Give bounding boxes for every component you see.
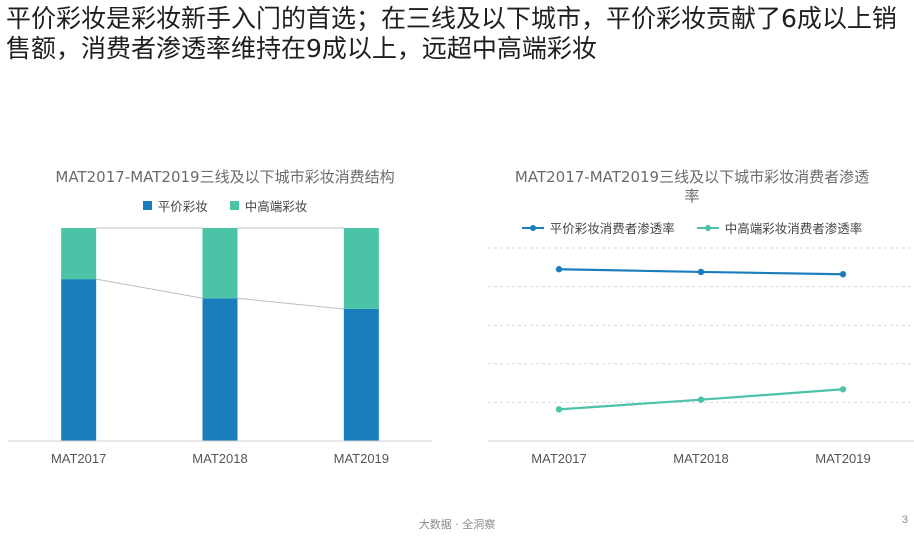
- x-tick-label: MAT2017: [51, 451, 106, 466]
- x-tick-label: MAT2018: [192, 451, 247, 466]
- legend-swatch-green: [229, 201, 239, 210]
- chart-title: MAT2017-MAT2019三线及以下城市彩妆消费结构: [55, 168, 395, 186]
- penetration-rate-chart: MAT2017-MAT2019三线及以下城市彩妆消费者渗透率 平价彩妆消费者渗透…: [470, 150, 914, 480]
- legend-label: 中高端彩妆消费者渗透率: [724, 221, 863, 236]
- legend-swatch-blue: [142, 201, 152, 210]
- bar-mass-MAT2018: [202, 298, 238, 441]
- consumption-structure-chart: MAT2017-MAT2019三线及以下城市彩妆消费结构 平价彩妆 中高端彩妆 …: [0, 150, 450, 480]
- data-point-premium-MAT2018: [697, 396, 705, 403]
- chart-legend: 平价彩妆消费者渗透率 中高端彩妆消费者渗透率: [470, 218, 914, 237]
- legend-item-premium: 中高端彩妆: [229, 196, 308, 215]
- bar-premium-MAT2018: [202, 228, 238, 299]
- bar-mass-MAT2019: [343, 308, 379, 441]
- data-point-mass-MAT2019: [839, 271, 847, 278]
- bar-premium-MAT2017: [61, 228, 97, 280]
- series-connector-line: [237, 297, 344, 310]
- legend-line-green: [696, 224, 719, 231]
- page-headline: 平价彩妆是彩妆新手入门的首选；在三线及以下城市，平价彩妆贡献了6成以上销售额，消…: [6, 4, 897, 63]
- chart-legend: 平价彩妆 中高端彩妆: [0, 196, 450, 215]
- data-point-mass-MAT2017: [555, 266, 563, 273]
- chart-title: MAT2017-MAT2019三线及以下城市彩妆消费者渗透率: [470, 168, 914, 206]
- legend-label: 平价彩妆消费者渗透率: [549, 221, 675, 236]
- legend-item-mass: 平价彩妆: [142, 196, 208, 215]
- data-point-premium-MAT2017: [555, 406, 563, 413]
- legend-item-premium-rate: 中高端彩妆消费者渗透率: [696, 218, 863, 237]
- data-point-premium-MAT2019: [839, 386, 847, 393]
- x-tick-label: MAT2019: [815, 451, 870, 466]
- bar-chart-plot: MAT2017 MAT2018 MAT2019: [8, 227, 432, 466]
- line-chart-plot: MAT2017 MAT2018 MAT2019: [488, 247, 914, 466]
- legend-item-mass-rate: 平价彩妆消费者渗透率: [521, 218, 675, 237]
- x-tick-label: MAT2018: [673, 451, 728, 466]
- legend-label: 平价彩妆: [157, 199, 208, 214]
- page-number: 3: [901, 514, 908, 526]
- footer-text: 大数据 · 全洞察: [418, 518, 496, 531]
- x-tick-label: MAT2017: [531, 451, 586, 466]
- bar-premium-MAT2019: [343, 228, 379, 309]
- chart-title-text: MAT2017-MAT2019三线及以下城市彩妆消费者渗透率: [514, 168, 870, 205]
- legend-line-blue: [521, 224, 544, 231]
- data-point-mass-MAT2018: [697, 268, 705, 276]
- bar-mass-MAT2017: [61, 279, 97, 441]
- x-tick-label: MAT2019: [334, 451, 389, 466]
- legend-label: 中高端彩妆: [244, 199, 308, 214]
- series-connector-line: [96, 278, 203, 299]
